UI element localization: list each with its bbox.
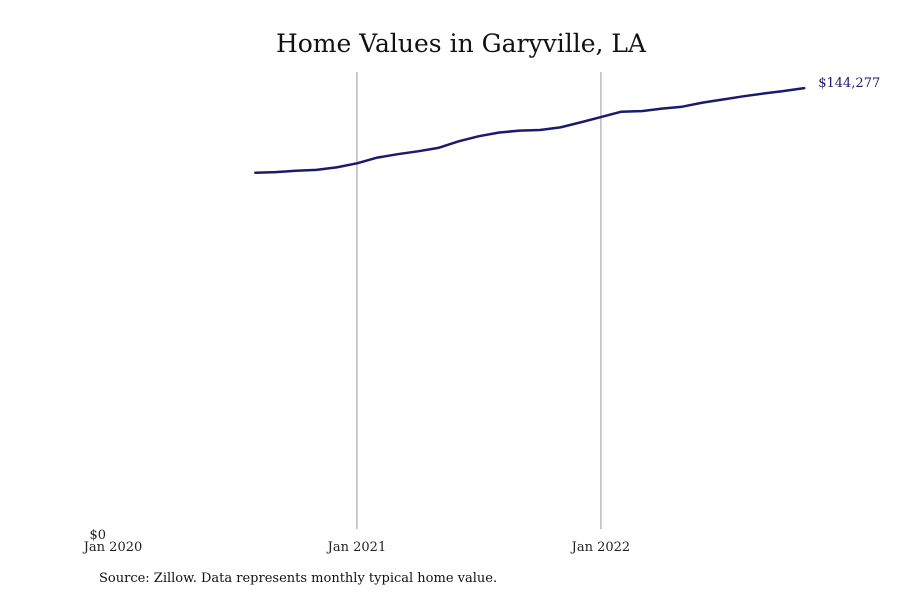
gridlines <box>356 72 602 529</box>
source-note: Source: Zillow. Data represents monthly … <box>99 571 498 586</box>
x-tick-label: Jan 2021 <box>326 540 387 555</box>
y-axis-ticks: $0 <box>89 528 106 543</box>
end-value-label: $144,277 <box>818 76 880 91</box>
series-line <box>254 86 806 174</box>
x-tick-label: Jan 2020 <box>82 540 143 555</box>
chart-title: Home Values in Garyville, LA <box>276 29 647 58</box>
x-tick-label: Jan 2022 <box>570 540 631 555</box>
y-tick-label: $0 <box>89 528 106 543</box>
x-axis-ticks: Jan 2020 Jan 2021 Jan 2022 <box>82 540 630 555</box>
